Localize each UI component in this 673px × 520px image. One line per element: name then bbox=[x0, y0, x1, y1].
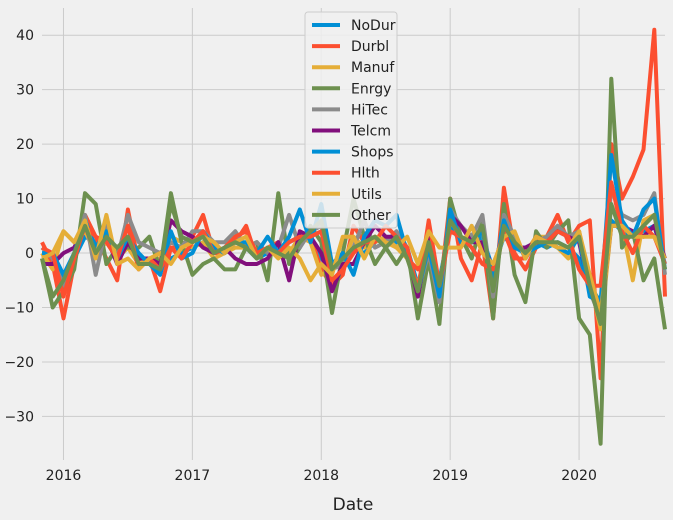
x-tick-label: 2016 bbox=[46, 468, 82, 484]
legend-label-shops: Shops bbox=[351, 145, 394, 161]
legend-label-nodur: NoDur bbox=[351, 18, 396, 34]
x-tick-label: 2018 bbox=[303, 468, 339, 484]
x-axis-title: Date bbox=[333, 495, 374, 515]
y-tick-label: 40 bbox=[16, 28, 34, 44]
x-axis-ticks: 2016 2017 2018 2019 2020 bbox=[46, 468, 597, 484]
y-tick-label: −10 bbox=[4, 301, 34, 317]
legend: NoDur Durbl Manuf Enrgy HiTec Telcm Shops Hlth U… bbox=[304, 11, 398, 229]
x-tick-label: 2020 bbox=[561, 468, 597, 484]
legend-label-durbl: Durbl bbox=[351, 39, 389, 55]
legend-label-utils: Utils bbox=[351, 187, 382, 203]
legend-label-manuf: Manuf bbox=[351, 60, 395, 76]
y-tick-label: 0 bbox=[25, 246, 34, 262]
legend-label-other: Other bbox=[351, 208, 391, 224]
y-tick-label: 30 bbox=[16, 83, 34, 99]
legend-label-hitec: HiTec bbox=[351, 102, 388, 118]
y-tick-label: −30 bbox=[4, 409, 34, 425]
y-axis-ticks: −30 −20 −10 0 10 20 30 40 bbox=[4, 28, 34, 425]
series-line-other bbox=[40, 202, 667, 326]
legend-label-enrgy: Enrgy bbox=[351, 81, 391, 97]
x-tick-label: 2017 bbox=[175, 468, 211, 484]
y-tick-label: −20 bbox=[4, 355, 34, 371]
legend-label-hlth: Hlth bbox=[351, 166, 380, 182]
y-tick-label: 20 bbox=[16, 137, 34, 153]
x-tick-label: 2019 bbox=[432, 468, 468, 484]
legend-label-telcm: Telcm bbox=[350, 124, 391, 140]
y-tick-label: 10 bbox=[16, 192, 34, 208]
